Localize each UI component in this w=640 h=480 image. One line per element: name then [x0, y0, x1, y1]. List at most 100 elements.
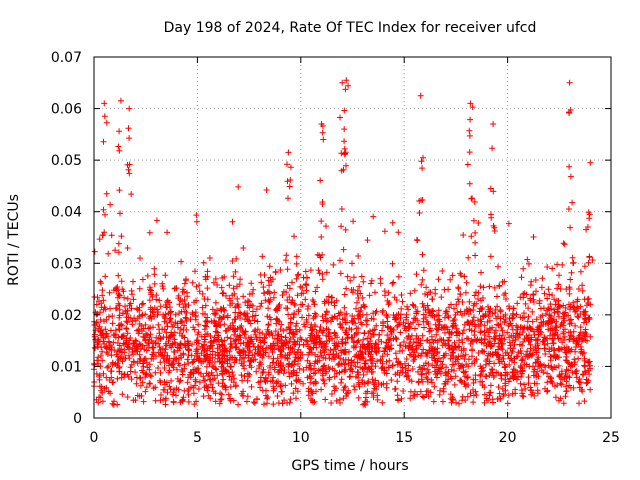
data-point: [580, 371, 587, 378]
data-point: [342, 366, 349, 373]
data-point: [420, 346, 427, 353]
data-point: [390, 279, 397, 286]
data-point: [261, 339, 267, 346]
data-point: [233, 255, 240, 262]
data-point: [554, 261, 561, 268]
data-point: [546, 291, 553, 298]
data-point: [97, 329, 104, 336]
data-point: [219, 338, 226, 345]
data-point: [222, 384, 229, 391]
data-point: [544, 387, 551, 394]
data-point: [271, 385, 278, 392]
data-point: [568, 320, 575, 327]
data-point: [112, 305, 119, 312]
data-point: [435, 276, 442, 283]
data-point: [270, 374, 277, 381]
data-point: [247, 358, 254, 365]
data-point: [246, 304, 253, 311]
data-point: [577, 329, 584, 336]
data-point: [268, 343, 275, 350]
data-point: [112, 247, 119, 254]
data-point: [139, 328, 145, 335]
data-point: [294, 388, 301, 395]
data-point: [262, 392, 269, 399]
data-point: [206, 357, 213, 364]
data-point: [303, 316, 310, 323]
data-point: [426, 325, 433, 332]
data-point: [103, 119, 110, 126]
data-point: [114, 375, 121, 382]
data-point: [478, 306, 485, 313]
data-point: [540, 369, 547, 376]
data-point: [139, 276, 146, 283]
data-point: [418, 158, 425, 165]
data-point: [206, 255, 213, 261]
data-point: [284, 161, 290, 168]
data-point: [560, 337, 567, 343]
data-point: [339, 325, 346, 331]
data-point: [469, 346, 476, 353]
data-point: [116, 128, 123, 135]
data-point: [466, 132, 473, 139]
data-point: [318, 234, 325, 240]
data-point: [385, 336, 392, 343]
data-point: [163, 329, 170, 336]
data-point: [457, 270, 464, 277]
data-point: [535, 354, 542, 361]
data-point: [283, 252, 290, 259]
data-point: [222, 366, 229, 373]
data-point: [380, 320, 386, 327]
data-point: [118, 346, 125, 353]
data-point: [319, 129, 326, 136]
data-point: [364, 341, 371, 348]
data-point: [244, 310, 251, 317]
data-point: [226, 373, 233, 380]
data-point: [481, 340, 487, 347]
data-point: [97, 278, 104, 285]
data-point: [565, 329, 572, 336]
data-point: [311, 340, 318, 347]
data-point: [264, 326, 271, 333]
data-point: [271, 289, 278, 296]
data-point: [525, 260, 532, 267]
data-point: [231, 290, 238, 297]
data-point: [482, 336, 488, 343]
data-point: [339, 79, 346, 86]
data-point: [241, 331, 248, 338]
data-point: [518, 357, 525, 364]
data-point: [251, 400, 258, 406]
data-point: [353, 325, 360, 332]
data-point: [544, 307, 551, 314]
data-point: [204, 352, 211, 359]
data-point: [267, 378, 274, 385]
data-point: [397, 329, 404, 336]
data-point: [248, 280, 255, 287]
data-point: [282, 334, 289, 341]
data-point: [350, 218, 357, 225]
data-point: [491, 228, 498, 234]
data-point: [305, 392, 312, 399]
data-point: [357, 307, 364, 314]
data-point: [283, 338, 290, 345]
data-point: [521, 381, 528, 388]
data-point: [505, 392, 512, 399]
data-point: [580, 308, 587, 315]
data-point: [372, 377, 379, 384]
data-point: [252, 327, 259, 334]
data-point: [251, 343, 257, 350]
data-point: [460, 327, 467, 334]
data-point: [319, 366, 325, 373]
data-point: [106, 339, 113, 346]
data-point: [102, 273, 109, 280]
data-point: [126, 170, 133, 177]
data-point: [522, 385, 529, 392]
data-point: [249, 302, 256, 309]
data-point: [95, 399, 102, 406]
data-point: [440, 388, 447, 395]
data-point: [253, 336, 260, 342]
data-point: [557, 380, 564, 387]
data-point: [96, 323, 103, 330]
data-point: [130, 351, 137, 358]
data-point: [520, 265, 527, 272]
